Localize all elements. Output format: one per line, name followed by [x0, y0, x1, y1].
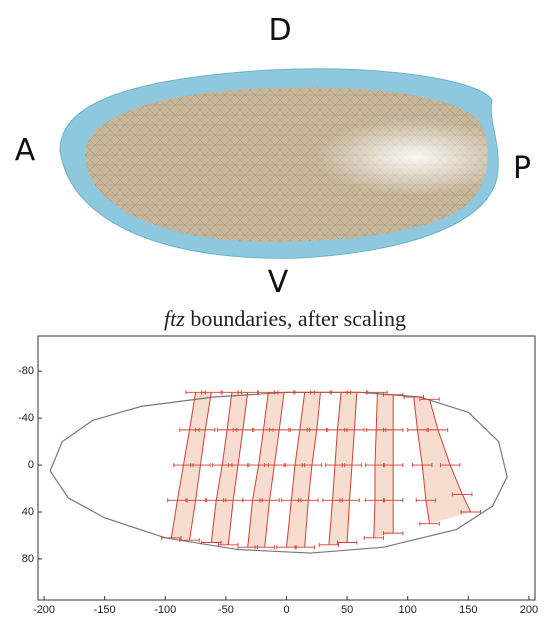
- error-bar: [161, 535, 182, 540]
- error-bar: [227, 463, 249, 468]
- error-bar: [344, 427, 365, 432]
- error-bar: [185, 498, 206, 503]
- error-bar: [254, 545, 275, 550]
- x-tick-label: -50: [218, 604, 234, 616]
- y-tick-label: 80: [22, 553, 34, 565]
- error-bar: [367, 390, 388, 395]
- error-bar: [415, 498, 437, 503]
- y-tick-label: 40: [22, 506, 34, 518]
- error-bar: [383, 427, 404, 432]
- error-bar: [460, 510, 481, 514]
- error-bar: [336, 540, 358, 545]
- error-bar: [339, 498, 360, 503]
- error-bar: [273, 390, 295, 395]
- error-bar: [301, 463, 323, 468]
- error-bar: [201, 390, 222, 395]
- error-bar: [419, 521, 440, 526]
- y-tick-label: 0: [28, 459, 34, 471]
- error-bar: [269, 427, 290, 432]
- error-bar: [195, 427, 216, 432]
- axis-letter: V: [268, 265, 289, 300]
- error-bar: [383, 531, 404, 536]
- error-bar: [232, 427, 254, 432]
- error-bar: [310, 390, 331, 395]
- error-bar: [259, 498, 280, 503]
- axis-letter: P: [513, 151, 531, 186]
- error-bar: [452, 492, 473, 497]
- y-tick-label: -40: [18, 412, 34, 424]
- axis-letter: A: [15, 133, 36, 168]
- error-bar: [318, 542, 340, 547]
- error-bar: [439, 463, 461, 468]
- stripe-shade: [171, 392, 212, 541]
- error-bar: [407, 427, 428, 432]
- error-bar: [427, 427, 449, 432]
- error-bar: [341, 463, 363, 468]
- error-bar: [383, 392, 404, 397]
- x-tick-label: 50: [341, 604, 353, 616]
- error-bar: [306, 427, 327, 432]
- error-bar: [412, 463, 433, 468]
- title-italic: ftz: [164, 306, 185, 331]
- stripe-shade: [328, 392, 357, 545]
- error-bar: [237, 390, 258, 395]
- error-bar: [298, 498, 319, 503]
- x-tick-label: 200: [520, 604, 538, 616]
- axis-letter: D: [268, 13, 291, 48]
- stripe-shade: [211, 392, 248, 545]
- error-bar: [403, 395, 424, 400]
- x-tick-label: -150: [94, 604, 116, 616]
- error-bar: [419, 397, 440, 402]
- error-bar: [363, 535, 384, 540]
- stripe-shade: [286, 392, 321, 548]
- error-bar: [264, 463, 285, 468]
- y-tick-label: -80: [18, 365, 34, 377]
- plot-frame: [37, 335, 536, 601]
- embryo-render: [59, 68, 499, 259]
- error-bar: [294, 545, 315, 550]
- error-bar: [383, 498, 404, 503]
- stripe-shade: [247, 392, 285, 548]
- chart-title: ftz boundaries, after scaling: [164, 306, 406, 331]
- title-rest: boundaries, after scaling: [185, 306, 406, 331]
- error-bar: [201, 540, 222, 545]
- x-tick-label: -200: [33, 604, 55, 616]
- stripe-shade: [413, 397, 471, 524]
- error-bar: [383, 463, 404, 468]
- embryo-outline: [49, 391, 508, 554]
- error-bar: [190, 463, 211, 468]
- x-tick-label: -100: [154, 604, 176, 616]
- x-tick-label: 0: [283, 604, 289, 616]
- x-tick-label: 150: [459, 604, 477, 616]
- error-bar: [346, 390, 367, 395]
- error-bar: [179, 538, 200, 543]
- x-tick-label: 100: [399, 604, 417, 616]
